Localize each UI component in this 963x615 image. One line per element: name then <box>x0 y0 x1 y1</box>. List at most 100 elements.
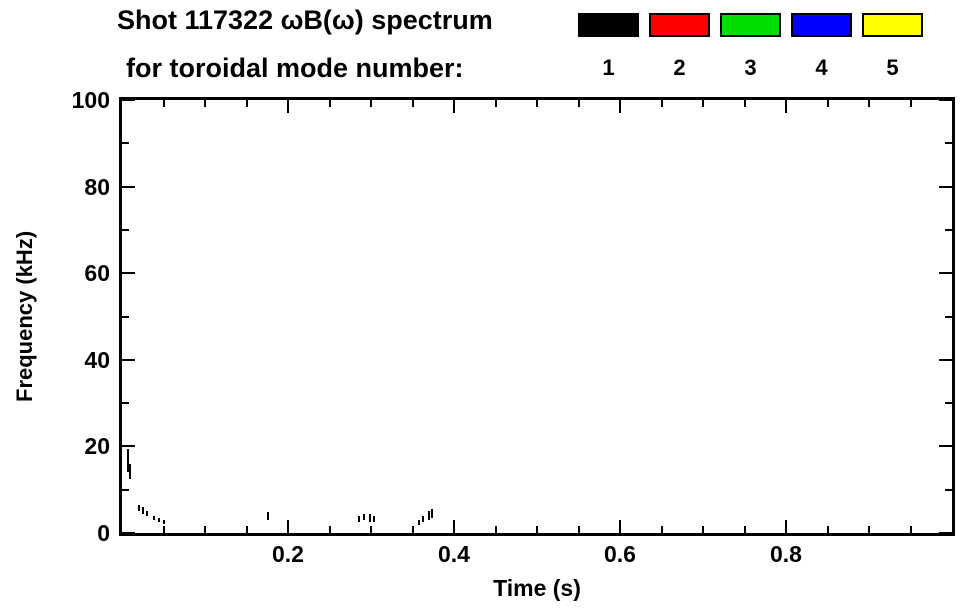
data-mark-mode-1 <box>428 511 431 520</box>
y-tick-left <box>122 445 135 448</box>
data-mark-mode-1 <box>373 515 376 523</box>
x-tick-top <box>577 100 580 107</box>
x-tick-bottom <box>743 526 746 533</box>
x-tick-top <box>743 100 746 107</box>
y-tick-left <box>122 142 129 145</box>
x-tick-bottom <box>577 526 580 533</box>
x-axis-label: Time (s) <box>493 575 581 601</box>
y-tick-right <box>939 272 952 275</box>
data-mark-mode-1 <box>369 513 372 523</box>
legend-item-mode-2: 2 <box>649 13 710 79</box>
y-tick-right <box>945 488 952 491</box>
y-tick-right <box>939 532 952 534</box>
x-tick-bottom <box>162 526 165 533</box>
x-tick-label: 0.2 <box>272 541 304 567</box>
x-tick-bottom <box>826 526 829 533</box>
data-mark-mode-1 <box>358 515 361 523</box>
data-mark-mode-1 <box>126 448 129 473</box>
x-tick-bottom <box>619 520 621 533</box>
legend-swatch-mode-2 <box>649 13 710 37</box>
y-tick-label: 0 <box>97 520 110 546</box>
x-tick-top <box>909 100 912 107</box>
y-tick-right <box>945 402 952 405</box>
y-tick-right <box>939 445 952 448</box>
x-tick-top <box>494 100 497 107</box>
x-tick-top <box>785 100 787 113</box>
data-mark-mode-1 <box>418 520 421 526</box>
data-mark-mode-1 <box>157 517 160 523</box>
y-tick-left <box>122 272 135 275</box>
y-tick-left <box>122 315 129 318</box>
x-tick-top <box>370 100 372 107</box>
x-tick-bottom <box>453 520 455 533</box>
y-tick-label: 80 <box>84 173 110 200</box>
data-mark-mode-1 <box>152 515 155 520</box>
x-tick-top <box>453 100 455 113</box>
legend-swatch-mode-1 <box>578 13 639 37</box>
x-tick-top <box>245 100 248 107</box>
legend-item-mode-3: 3 <box>720 13 781 79</box>
y-tick-right <box>939 358 952 361</box>
x-tick-bottom <box>868 526 870 533</box>
legend-swatch-mode-4 <box>791 13 852 37</box>
y-axis-label: Frequency (kHz) <box>12 230 37 403</box>
data-mark-mode-1 <box>163 520 166 525</box>
data-mark-mode-1 <box>129 463 132 479</box>
chart-subtitle: for toroidal mode number: <box>126 53 464 83</box>
y-tick-right <box>939 185 952 188</box>
x-tick-bottom <box>494 526 497 533</box>
x-tick-bottom <box>660 526 663 533</box>
y-tick-right <box>939 99 952 101</box>
x-tick-label: 0.6 <box>604 541 636 567</box>
x-tick-bottom <box>204 526 206 533</box>
y-tick-left <box>122 488 129 491</box>
x-tick-top <box>619 100 621 113</box>
data-mark-mode-1 <box>145 511 148 516</box>
y-tick-label: 60 <box>84 260 110 287</box>
x-tick-bottom <box>245 526 248 533</box>
x-tick-bottom <box>909 526 912 533</box>
x-tick-top <box>826 100 829 107</box>
x-tick-bottom <box>287 520 289 533</box>
y-tick-label: 100 <box>71 87 110 113</box>
data-mark-mode-1 <box>138 504 141 512</box>
y-tick-left <box>122 185 135 188</box>
chart-title: Shot 117322 ωB(ω) spectrum <box>117 5 493 35</box>
data-mark-mode-1 <box>362 513 365 520</box>
x-tick-label: 0.8 <box>770 541 802 567</box>
legend-item-mode-4: 4 <box>791 13 852 79</box>
y-tick-label: 40 <box>84 346 110 373</box>
x-tick-bottom <box>411 526 414 533</box>
y-tick-left <box>122 402 129 405</box>
legend-mode-number: 1 <box>602 55 615 80</box>
legend-item-mode-5: 5 <box>862 13 923 79</box>
y-tick-right <box>945 315 952 318</box>
x-tick-top <box>536 100 538 107</box>
x-tick-bottom <box>536 526 538 533</box>
legend-swatch-mode-3 <box>720 13 781 37</box>
y-tick-label: 20 <box>84 433 110 460</box>
legend-mode-number: 5 <box>886 55 899 80</box>
data-mark-mode-1 <box>267 512 270 520</box>
data-mark-mode-1 <box>431 509 434 518</box>
x-tick-top <box>660 100 663 107</box>
legend-mode-number: 2 <box>673 55 686 80</box>
legend-mode-number: 3 <box>744 55 757 80</box>
mode-legend: 1 2 3 4 5 <box>578 13 923 79</box>
x-tick-top <box>162 100 165 107</box>
x-tick-bottom <box>370 526 372 533</box>
x-tick-bottom <box>328 526 331 533</box>
x-tick-top <box>868 100 870 107</box>
x-tick-bottom <box>702 526 704 533</box>
x-tick-label: 0.4 <box>438 541 470 567</box>
y-tick-right <box>945 228 952 231</box>
y-tick-right <box>945 142 952 145</box>
data-mark-mode-1 <box>422 515 425 523</box>
legend-swatch-mode-5 <box>862 13 923 37</box>
x-tick-top <box>411 100 414 107</box>
legend-mode-number: 4 <box>815 55 828 80</box>
x-tick-top <box>204 100 206 107</box>
y-tick-left <box>122 358 135 361</box>
x-tick-bottom <box>785 520 787 533</box>
